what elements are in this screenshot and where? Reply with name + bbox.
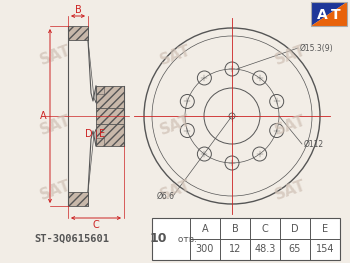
Text: T: T [331, 8, 340, 22]
Bar [152, 218, 340, 260]
Text: D: D [291, 224, 299, 234]
Text: SAT: SAT [158, 113, 192, 138]
Text: C: C [262, 224, 268, 234]
Text: A: A [40, 111, 46, 121]
Text: SAT: SAT [37, 113, 73, 138]
Text: SAT: SAT [37, 42, 73, 68]
Bar [68, 26, 88, 40]
Polygon shape [311, 2, 347, 26]
Bar [96, 86, 124, 146]
Bar [68, 192, 88, 206]
Text: Ø15.3(9): Ø15.3(9) [300, 43, 334, 53]
Text: 10: 10 [149, 232, 167, 245]
Text: SAT: SAT [158, 42, 192, 68]
Text: D: D [85, 129, 93, 139]
Text: E: E [99, 129, 105, 139]
Text: 300: 300 [196, 245, 214, 255]
Text: SAT: SAT [272, 113, 308, 138]
Polygon shape [311, 2, 347, 26]
Text: B: B [232, 224, 238, 234]
Text: E: E [322, 224, 328, 234]
Text: SAT: SAT [37, 178, 73, 203]
Text: SAT: SAT [272, 42, 308, 68]
Text: 12: 12 [229, 245, 241, 255]
Text: 154: 154 [316, 245, 334, 255]
Text: Ø112: Ø112 [304, 139, 324, 149]
Text: 65: 65 [289, 245, 301, 255]
Text: A: A [317, 8, 328, 22]
Text: B: B [75, 5, 81, 15]
Text: Ø6.6: Ø6.6 [157, 191, 175, 200]
Text: отв.: отв. [175, 235, 197, 244]
Text: SAT: SAT [158, 178, 192, 203]
Text: C: C [93, 220, 99, 230]
Text: A: A [202, 224, 208, 234]
Bar [311, 2, 347, 26]
Text: ST-3Q0615601: ST-3Q0615601 [35, 234, 110, 244]
Text: 48.3: 48.3 [254, 245, 276, 255]
Text: SAT: SAT [272, 178, 308, 203]
